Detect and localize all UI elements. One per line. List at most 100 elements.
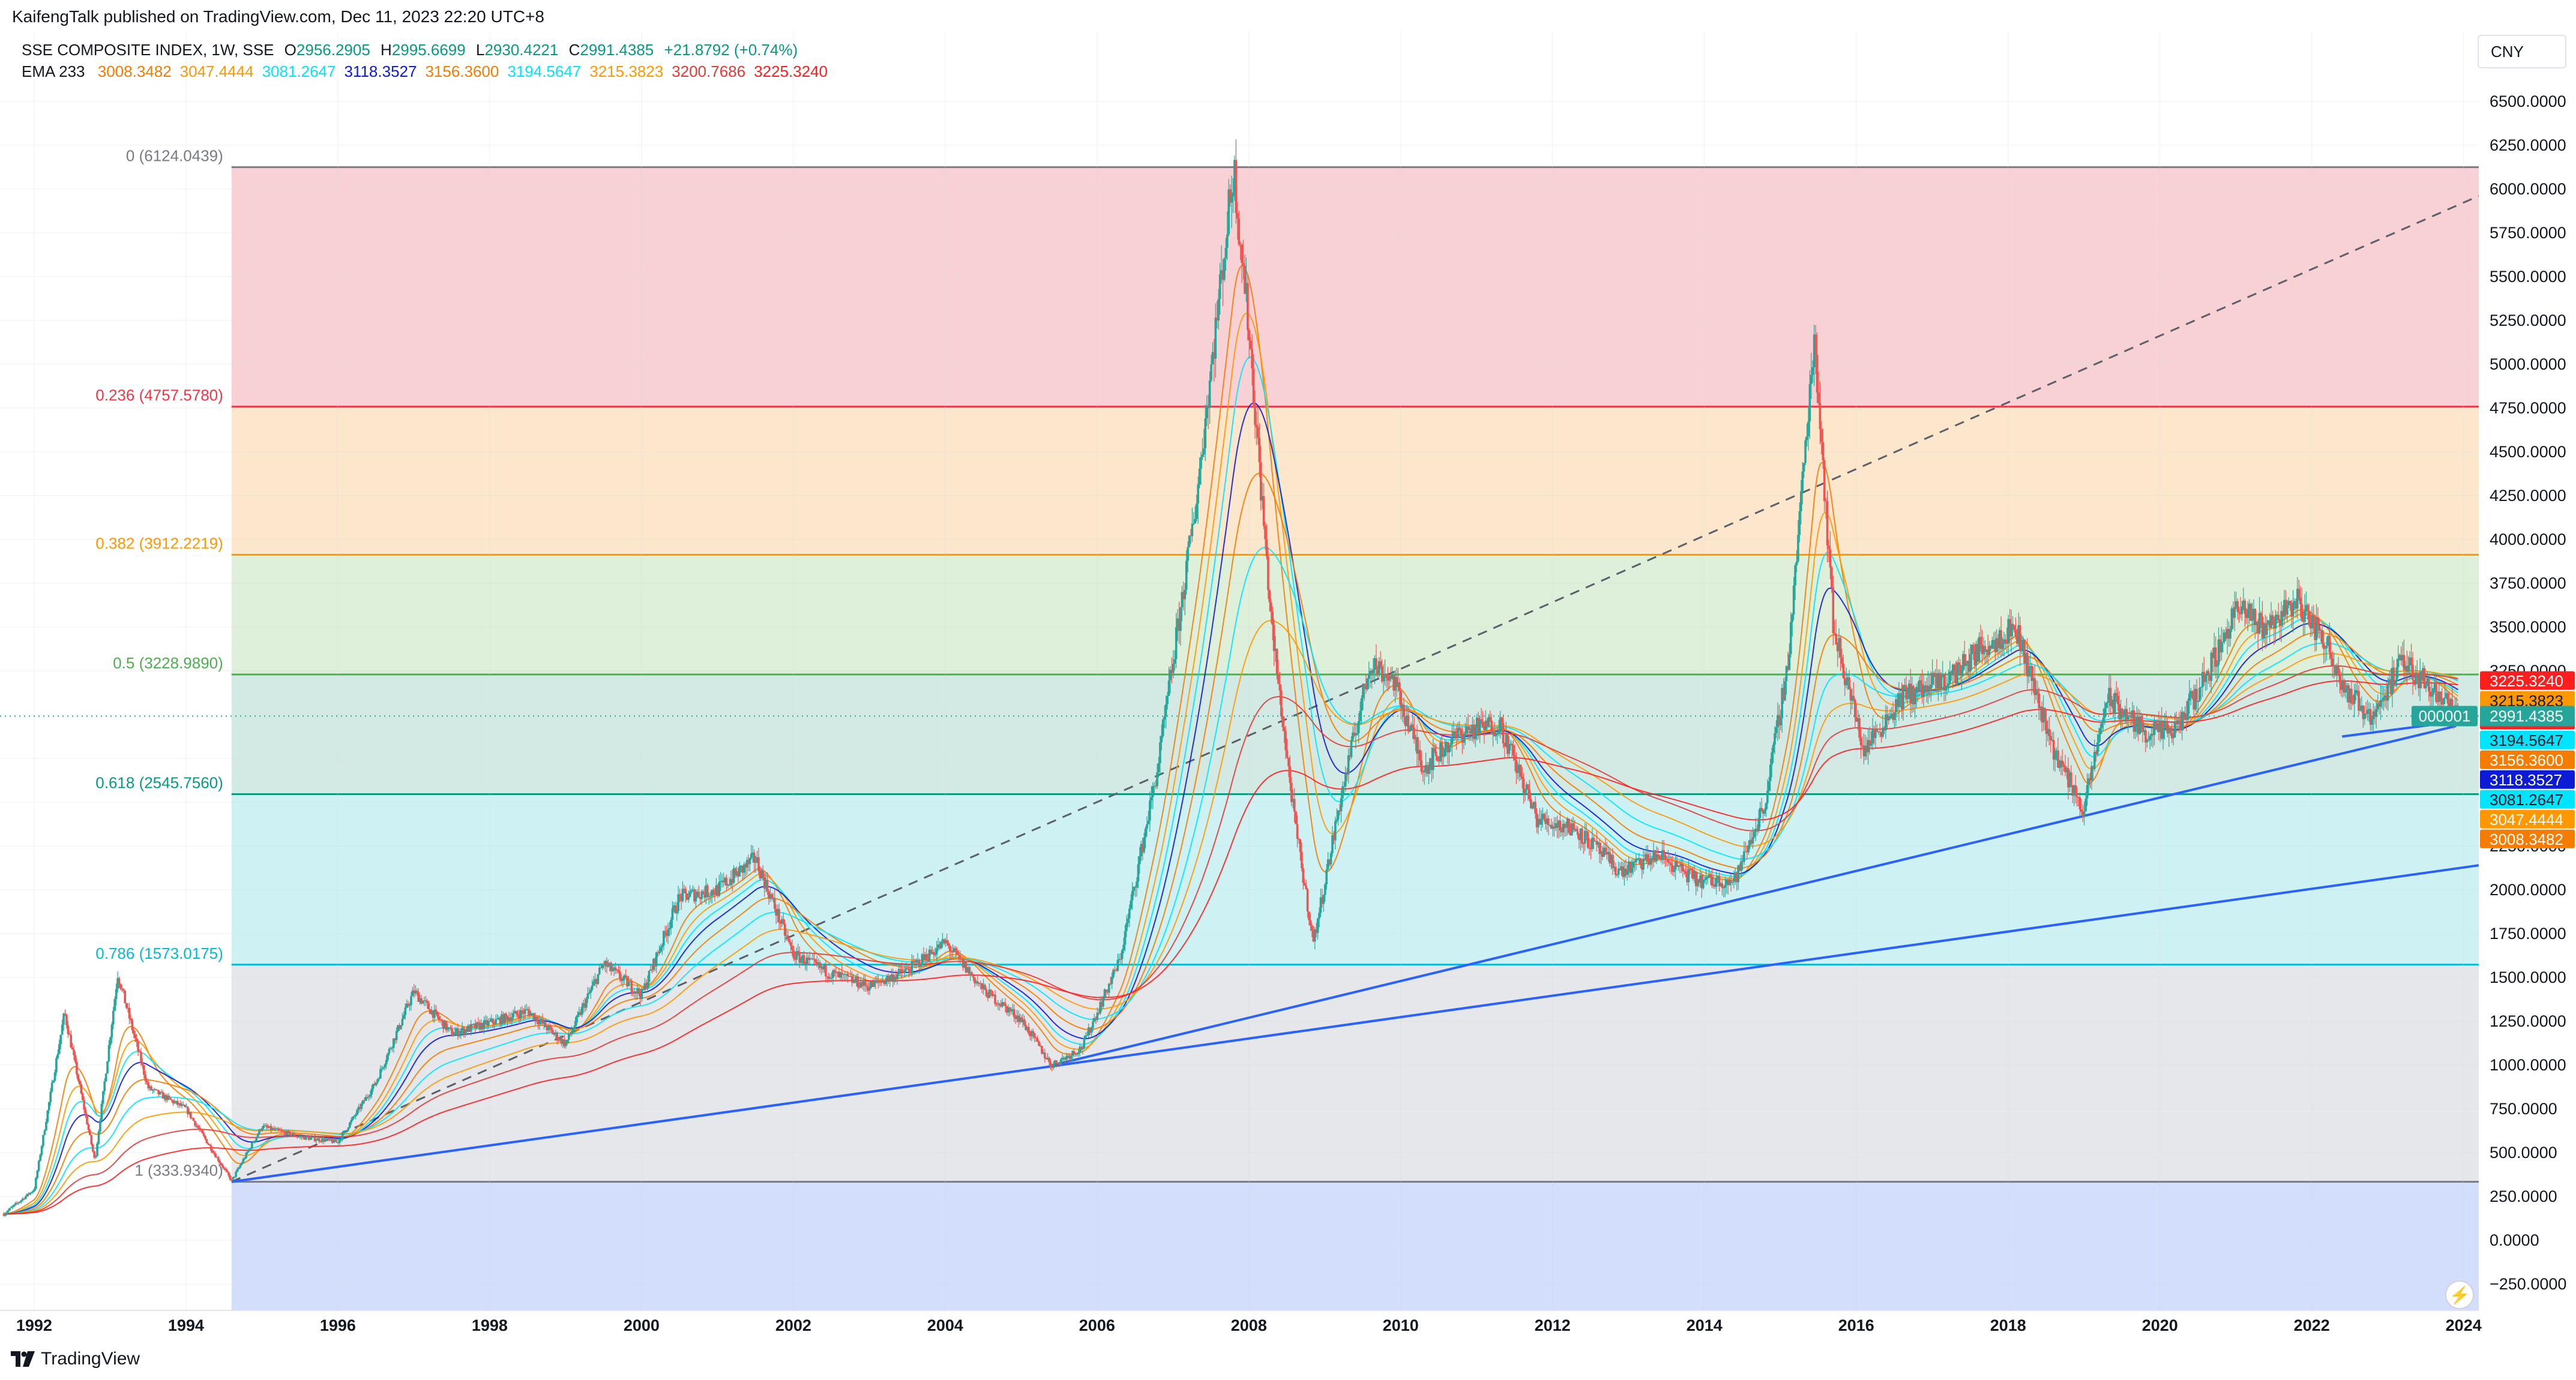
- candle: [1700, 872, 1703, 898]
- candle: [404, 1003, 407, 1020]
- candle: [1159, 735, 1161, 775]
- candle: [951, 944, 954, 958]
- candle: [229, 1174, 232, 1181]
- candle-body: [341, 1133, 344, 1139]
- trendlines[interactable]: [231, 195, 2479, 1183]
- candle-body: [1109, 983, 1112, 985]
- candle: [287, 1129, 290, 1134]
- candle-body: [1110, 977, 1113, 984]
- candle-body: [2163, 722, 2166, 729]
- candle-body: [484, 1020, 487, 1021]
- candle: [1205, 395, 1208, 427]
- candle-body: [1506, 734, 1509, 754]
- candle-body: [1916, 687, 1919, 692]
- candle: [776, 904, 779, 923]
- candle: [464, 1028, 466, 1038]
- candle-body: [748, 858, 751, 865]
- candle: [472, 1023, 475, 1027]
- candle-body: [1010, 1010, 1013, 1012]
- candle-body: [2261, 616, 2264, 638]
- candle-body: [1608, 851, 1611, 864]
- candle: [1328, 859, 1331, 867]
- fib-retracement[interactable]: [231, 166, 2479, 1310]
- candle: [2099, 724, 2102, 742]
- candle-body: [1599, 851, 1602, 854]
- candle: [1309, 913, 1312, 932]
- candle-body: [1112, 970, 1115, 977]
- candle-body: [783, 923, 786, 936]
- candle-body: [1503, 743, 1506, 747]
- candle-body: [1925, 685, 1928, 692]
- candle-body: [1529, 799, 1532, 809]
- candle: [1017, 1010, 1020, 1028]
- candle: [1112, 968, 1115, 979]
- candle: [1979, 625, 1982, 652]
- candle-body: [157, 1090, 160, 1094]
- candle-body: [675, 911, 678, 913]
- candle: [1831, 565, 1833, 593]
- candle-body: [2155, 721, 2157, 730]
- candle-body: [759, 871, 762, 879]
- candle-body: [1452, 731, 1455, 737]
- candle: [613, 964, 615, 977]
- candle-body: [535, 1016, 538, 1022]
- candle: [2067, 757, 2069, 800]
- candle-body: [1329, 853, 1332, 865]
- candle: [2359, 698, 2362, 712]
- candle: [1969, 644, 1972, 679]
- candle-body: [401, 1018, 404, 1025]
- candle-body: [912, 961, 915, 962]
- candle: [1344, 766, 1347, 792]
- candle: [2267, 620, 2270, 625]
- candle-body: [480, 1023, 483, 1030]
- candle: [2036, 680, 2039, 704]
- candle-body: [994, 994, 996, 1004]
- candle-body: [922, 954, 925, 960]
- candle: [1642, 848, 1645, 875]
- candle: [1792, 577, 1795, 620]
- candle: [143, 1064, 145, 1079]
- candle: [1998, 627, 2001, 655]
- candle: [1457, 722, 1459, 742]
- candle-body: [880, 982, 883, 983]
- candle: [742, 862, 745, 880]
- candle-body: [1179, 607, 1182, 631]
- candle-body: [1845, 680, 1848, 686]
- candle: [1238, 211, 1241, 247]
- candle: [2374, 706, 2376, 725]
- candle: [2356, 682, 2359, 696]
- candle-body: [1004, 1003, 1007, 1007]
- candle-body: [1700, 875, 1703, 889]
- candle: [1610, 854, 1613, 869]
- candle: [814, 958, 817, 966]
- candle: [637, 986, 640, 997]
- candle-body: [575, 1016, 577, 1026]
- candle: [2289, 601, 2292, 611]
- candle-body: [2286, 605, 2289, 615]
- candle-body: [1774, 733, 1776, 745]
- candle: [1353, 722, 1356, 737]
- candle-body: [594, 979, 597, 982]
- candle-body: [1852, 695, 1855, 700]
- candle-body: [268, 1126, 271, 1128]
- candle-body: [74, 1055, 77, 1062]
- candle-body: [81, 1093, 84, 1100]
- candle: [1508, 736, 1511, 759]
- candle: [1839, 635, 1842, 671]
- candle-body: [894, 977, 897, 979]
- candle: [972, 975, 975, 981]
- candle: [1188, 535, 1191, 548]
- candle: [1095, 1016, 1097, 1024]
- candle: [836, 971, 839, 977]
- candle-body: [1331, 835, 1334, 854]
- candle-body: [2309, 625, 2312, 629]
- candle: [489, 1017, 492, 1022]
- candle-body: [2371, 719, 2373, 725]
- candle-body: [904, 968, 907, 970]
- candle-body: [1848, 677, 1850, 689]
- candle-body: [2176, 720, 2179, 725]
- candle: [1947, 669, 1950, 692]
- candle: [1125, 915, 1128, 938]
- candle: [2280, 601, 2283, 643]
